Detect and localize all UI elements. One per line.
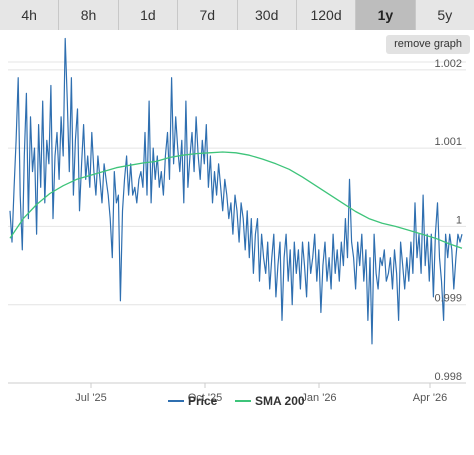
x-axis: Jul '25 Oct '25 Jan '26 Apr '26 xyxy=(8,382,466,404)
x-tick-label: Jan '26 xyxy=(301,392,336,404)
chart-legend: Price SMA 200 xyxy=(168,394,305,408)
legend-item-price[interactable]: Price xyxy=(168,394,218,408)
y-tick-label: 1.002 xyxy=(434,58,462,70)
tab-30d[interactable]: 30d xyxy=(237,0,297,30)
tab-1d[interactable]: 1d xyxy=(118,0,179,30)
x-tick-label: Apr '26 xyxy=(413,392,448,404)
legend-label: SMA 200 xyxy=(255,394,305,408)
y-tick-label: 0.998 xyxy=(434,371,462,383)
chart-plot-area xyxy=(9,37,463,345)
y-axis: 1.002 1.001 1 0.999 0.998 xyxy=(434,58,462,383)
y-tick-label: 0.999 xyxy=(434,293,462,305)
tab-7d[interactable]: 7d xyxy=(178,0,238,30)
tab-1y[interactable]: 1y xyxy=(356,0,416,30)
tab-5y[interactable]: 5y xyxy=(415,0,474,30)
sma-200-series-line xyxy=(9,151,463,249)
price-series-line xyxy=(9,37,463,345)
remove-graph-button[interactable]: remove graph xyxy=(386,35,470,54)
legend-item-sma-200[interactable]: SMA 200 xyxy=(235,394,305,408)
tab-4h[interactable]: 4h xyxy=(0,0,60,30)
range-tabbar: 4h 8h 1d 7d 30d 120d 1y 5y xyxy=(0,0,474,30)
tab-8h[interactable]: 8h xyxy=(59,0,119,30)
y-tick-label: 1 xyxy=(456,214,462,226)
x-tick-label: Jul '25 xyxy=(75,392,106,404)
tab-120d[interactable]: 120d xyxy=(296,0,357,30)
legend-label: Price xyxy=(188,394,218,408)
x-tick-label: Oct '25 xyxy=(188,392,223,404)
y-tick-label: 1.001 xyxy=(434,136,462,148)
chart-grid xyxy=(8,61,466,384)
